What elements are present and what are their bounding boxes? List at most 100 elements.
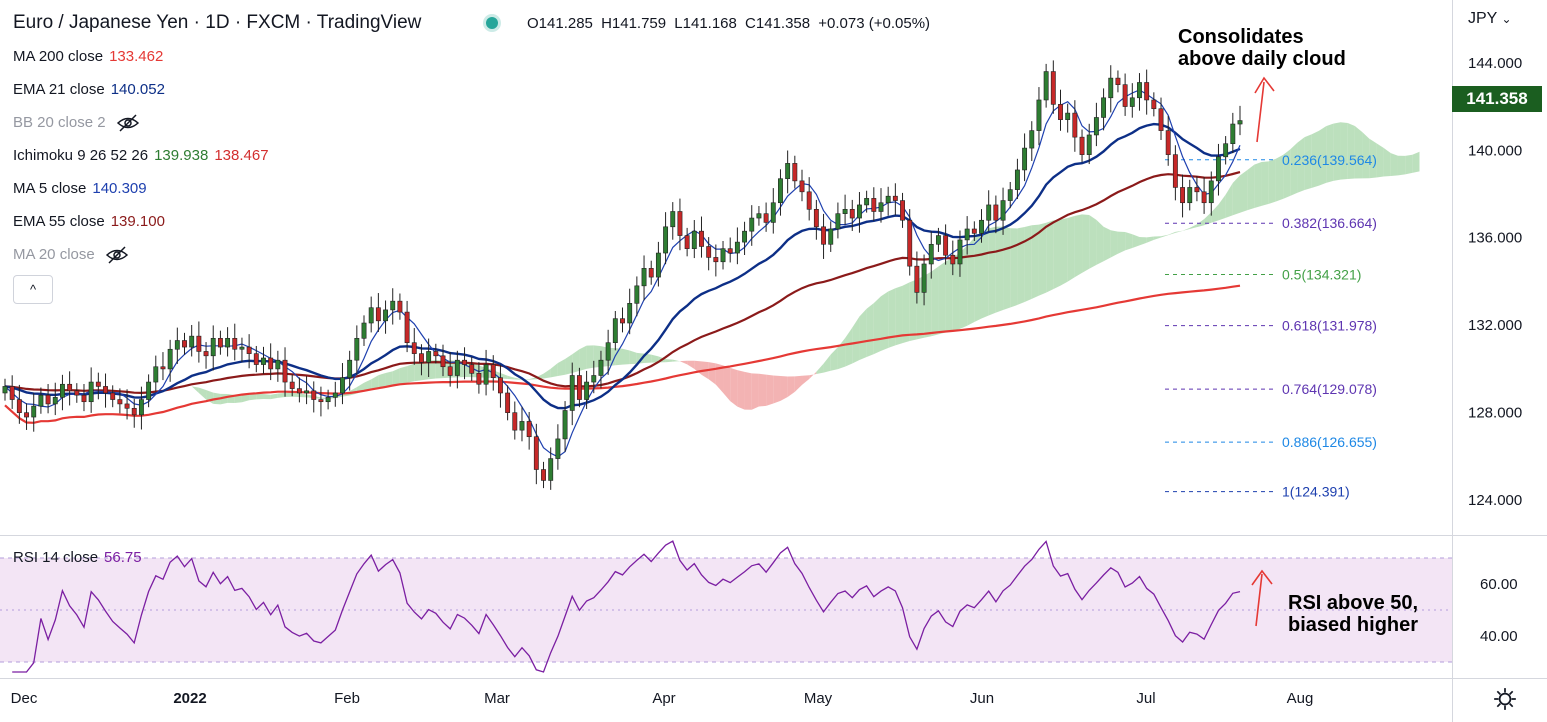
up-arrow-rsi <box>1251 569 1273 627</box>
currency-selector[interactable]: JPY ⌄ <box>1468 10 1512 28</box>
candle-body <box>361 322 367 339</box>
legend-ma20[interactable]: MA 20 close <box>13 246 129 264</box>
cloud-segment <box>234 394 242 403</box>
candle-body <box>842 209 848 214</box>
legend-ichimoku[interactable]: Ichimoku 9 26 52 26 139.938 138.467 <box>13 147 275 164</box>
x-tick-label: Jun <box>970 690 994 707</box>
cloud-segment <box>758 373 767 407</box>
annotation-line: Consolidates <box>1178 26 1304 48</box>
cloud-segment <box>1161 234 1169 238</box>
cloud-segment <box>586 345 594 369</box>
legend-rsi[interactable]: RSI 14 close 56.75 <box>13 549 148 566</box>
legend-bb[interactable]: BB 20 close 2 <box>13 114 140 132</box>
candle-body <box>648 268 654 278</box>
cloud-segment <box>967 237 975 326</box>
cloud-segment <box>1182 227 1190 231</box>
candle-body <box>74 390 80 396</box>
cloud-segment <box>766 374 774 406</box>
candle-body <box>253 353 259 365</box>
cloud-segment <box>1232 175 1240 216</box>
candle-body <box>103 386 108 394</box>
candle-body <box>749 217 755 232</box>
candle-body <box>189 335 195 348</box>
candle-body <box>1043 71 1049 101</box>
candle-body <box>857 204 862 219</box>
cloud-segment <box>622 348 630 365</box>
candle-body <box>469 364 475 374</box>
cloud-segment <box>1412 151 1420 173</box>
cloud-segment <box>780 376 788 401</box>
cloud-segment <box>1053 219 1061 290</box>
candle-body <box>670 211 676 228</box>
cloud-segment <box>730 367 738 407</box>
cloud-segment <box>1354 126 1363 179</box>
candle-body <box>239 346 245 350</box>
cloud-segment <box>1240 170 1248 213</box>
candle-body <box>914 265 920 293</box>
candle-body <box>1151 99 1157 110</box>
eye-hidden-icon[interactable] <box>116 114 140 132</box>
cloud-segment <box>988 226 996 316</box>
candle-body <box>426 351 432 363</box>
cloud-segment <box>1383 147 1391 177</box>
fib-level-label: 0.382(136.664) <box>1282 215 1377 231</box>
cloud-segment <box>1132 234 1140 249</box>
cloud-segment <box>830 347 838 371</box>
ma200-label: MA 200 close <box>13 48 104 65</box>
cloud-segment <box>866 303 874 358</box>
cloud-segment <box>665 359 673 363</box>
eye-hidden-icon[interactable] <box>105 246 129 264</box>
legend-ma5[interactable]: MA 5 close 140.309 <box>13 180 153 197</box>
cloud-segment <box>292 392 300 397</box>
gear-icon[interactable] <box>1492 686 1518 712</box>
y-tick-label: 124.000 <box>1468 492 1522 509</box>
legend-ma200[interactable]: MA 200 close 133.462 <box>13 48 169 65</box>
cloud-segment <box>407 363 415 383</box>
cloud-segment <box>744 371 752 410</box>
candle-body <box>1122 84 1128 107</box>
currency-label: JPY <box>1468 10 1498 27</box>
chevron-down-icon: ⌄ <box>1501 12 1512 26</box>
ema21-line <box>4 122 1241 410</box>
candle-body <box>340 377 345 394</box>
candle-body <box>562 410 568 440</box>
cloud-segment <box>1067 215 1075 282</box>
candle-body <box>1216 156 1221 182</box>
candle-body <box>591 375 597 383</box>
rsi-tick-label: 60.00 <box>1480 576 1518 593</box>
candle-body <box>16 399 22 413</box>
cloud-segment <box>256 393 264 400</box>
candle-body <box>1165 130 1171 155</box>
legend-ema21[interactable]: EMA 21 close 140.052 <box>13 81 171 98</box>
cloud-segment <box>1110 230 1118 258</box>
candle-body <box>1072 112 1078 138</box>
annotation-line: biased higher <box>1288 614 1419 636</box>
collapse-legend-button[interactable]: ^ <box>13 275 53 304</box>
candle-body <box>1108 77 1114 99</box>
candle-body <box>153 366 159 383</box>
cloud-segment <box>285 392 293 398</box>
market-open-status-icon <box>486 17 498 29</box>
candle-body <box>146 381 152 400</box>
cloud-segment <box>1297 137 1305 193</box>
candle-body <box>813 209 819 228</box>
x-tick-label: May <box>804 690 833 707</box>
candle-body <box>497 377 503 394</box>
cloud-segment <box>823 354 831 373</box>
candle-body <box>2 386 8 394</box>
cloud-segment <box>1146 236 1154 243</box>
candle-body <box>799 180 805 193</box>
candle-body <box>699 230 704 247</box>
candle-body <box>81 394 87 403</box>
candle-body <box>555 438 561 459</box>
legend-ema55[interactable]: EMA 55 close 139.100 <box>13 213 171 230</box>
candle-body <box>584 381 590 400</box>
candle-body <box>871 198 877 212</box>
cloud-segment <box>1117 231 1126 254</box>
candle-body <box>110 392 116 400</box>
candle-body <box>957 239 963 265</box>
cloud-segment <box>378 372 386 388</box>
cloud-segment <box>1168 231 1176 236</box>
candle-body <box>806 191 812 210</box>
